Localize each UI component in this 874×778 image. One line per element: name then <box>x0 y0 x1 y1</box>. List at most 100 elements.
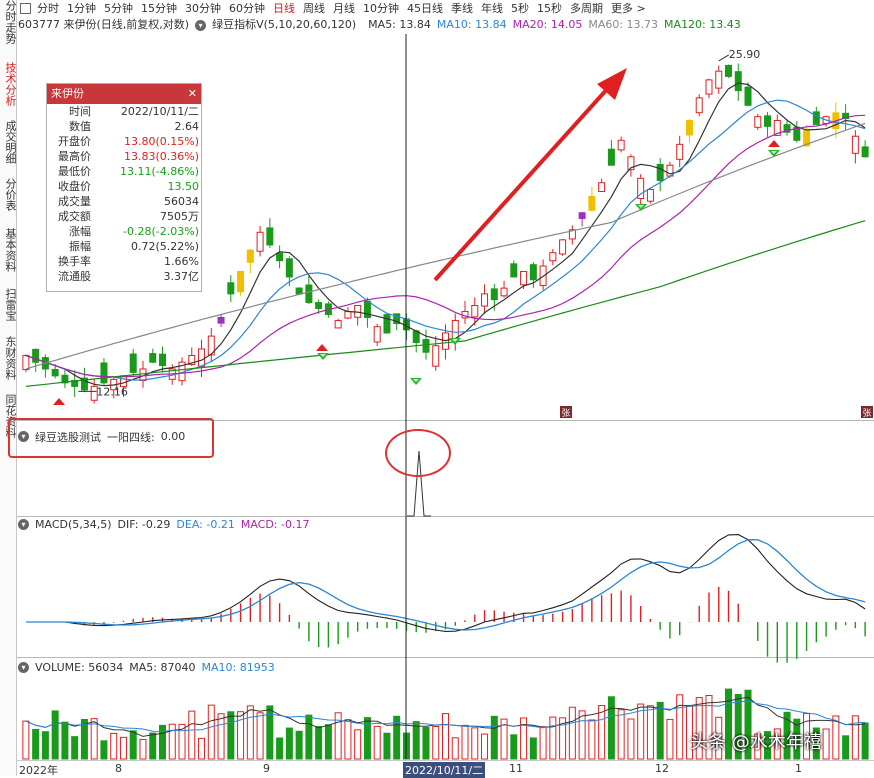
volume-bar <box>637 703 645 760</box>
period-tab[interactable]: 日线 <box>273 2 295 15</box>
ma120-line <box>25 220 866 387</box>
period-tab[interactable]: 10分钟 <box>363 2 399 15</box>
volume-bar <box>71 736 79 760</box>
signal-value: 0.00 <box>160 430 186 443</box>
buy-signal-icon <box>413 379 419 382</box>
macd-title: MACD(5,34,5) <box>35 518 112 531</box>
watermark: 头条 @水木年禧 <box>690 732 822 753</box>
period-tab[interactable]: 更多 > <box>611 2 646 15</box>
ma-label: MA20: 14.05 <box>512 17 583 31</box>
volume-bar <box>129 730 137 760</box>
candle-body <box>656 164 664 182</box>
info-row: 振幅 0.72(5.22%) <box>47 239 201 254</box>
candle-body <box>256 231 264 252</box>
info-key: 最高价 <box>58 150 91 163</box>
x-axis-label: 1 <box>795 762 802 775</box>
volume-bar <box>725 688 732 760</box>
left-nav-item[interactable]: 分价表 <box>4 178 17 211</box>
volume-bar <box>812 727 820 760</box>
highlight-box <box>8 418 214 458</box>
volume-bar <box>676 694 684 760</box>
candle-body <box>393 313 401 325</box>
close-icon[interactable]: ✕ <box>187 87 197 100</box>
left-nav-item[interactable]: 分时走势 <box>4 0 17 44</box>
info-key: 振幅 <box>69 240 91 253</box>
volume-dropdown-icon[interactable]: ▾ <box>18 662 29 673</box>
candle-body <box>842 112 850 120</box>
volume-bar <box>227 711 235 760</box>
trend-arrow-head <box>597 68 627 100</box>
volume-bar <box>246 705 254 760</box>
candle-body <box>149 353 157 363</box>
signal-dropdown-icon[interactable]: ▾ <box>18 431 29 442</box>
period-tab[interactable]: 分时 <box>37 2 59 15</box>
info-key: 数值 <box>69 120 91 133</box>
period-tab[interactable]: 多周期 <box>570 2 603 15</box>
x-axis: 2022年 8 9 2022/10/11/二 11 12 1 <box>17 760 874 778</box>
volume-bar <box>539 726 547 760</box>
period-tab[interactable]: 15分钟 <box>141 2 177 15</box>
candle-body <box>637 177 645 200</box>
candle-body <box>266 227 274 246</box>
candle-body <box>559 239 567 255</box>
period-tab[interactable]: 1分钟 <box>67 2 96 15</box>
volume-bar <box>471 727 479 760</box>
candle-body <box>705 79 713 95</box>
left-nav-item[interactable]: 技术分析 <box>4 62 17 106</box>
info-value: 13.11(-4.86%) <box>120 165 199 178</box>
sell-signal-icon <box>768 140 780 147</box>
candle-body <box>295 287 303 295</box>
buy-signal-icon <box>452 339 458 342</box>
volume-bar <box>832 715 840 760</box>
info-box-title-bar[interactable]: 来伊份 ✕ <box>47 84 201 104</box>
macd-panel-header: ▾ MACD(5,34,5) DIF: -0.29 DEA: -0.21 MAC… <box>18 517 315 532</box>
candle-body <box>500 287 508 297</box>
candle-body <box>481 293 489 307</box>
volume-ma10: MA10: 81953 <box>201 661 275 674</box>
candle-body <box>237 270 245 293</box>
candle-body <box>276 252 284 262</box>
volume-bar <box>237 711 245 760</box>
volume-bar <box>715 716 723 760</box>
period-tab[interactable]: 5分钟 <box>104 2 133 15</box>
candle-body <box>754 116 762 128</box>
period-tab[interactable]: 45日线 <box>407 2 443 15</box>
info-key: 流通股 <box>58 270 91 283</box>
candle-body <box>520 270 528 286</box>
x-axis-label: 2022年 <box>19 764 58 777</box>
volume-bar <box>324 724 332 760</box>
left-nav-item[interactable]: 东财资料 <box>4 336 17 380</box>
period-tab[interactable]: 月线 <box>333 2 355 15</box>
info-value: 7505万 <box>160 210 199 223</box>
ma-label: MA120: 13.43 <box>664 17 741 31</box>
left-nav-item[interactable]: 扫雷宝 <box>4 288 17 321</box>
candle-body <box>861 146 869 158</box>
high-price-label: 25.90 <box>729 48 761 61</box>
period-tab[interactable]: 年线 <box>481 2 503 15</box>
candle-body <box>129 353 137 373</box>
period-tab[interactable]: 季线 <box>451 2 473 15</box>
period-tab[interactable]: 15秒 <box>537 2 562 15</box>
macd-dropdown-icon[interactable]: ▾ <box>18 519 29 530</box>
candle-body <box>90 385 98 401</box>
period-tab[interactable]: 30分钟 <box>185 2 221 15</box>
indicator-dropdown-icon[interactable]: ▾ <box>195 20 207 31</box>
period-tab[interactable]: 周线 <box>303 2 325 15</box>
volume-bar <box>51 710 59 760</box>
left-nav-item[interactable]: 成交明细 <box>4 120 17 164</box>
info-row: 成交额 7505万 <box>47 209 201 224</box>
left-nav-item[interactable]: 同花资料 <box>4 394 17 438</box>
ma5-line <box>25 82 866 387</box>
signal-panel-header: ▾ 绿豆选股测试 一阳四线: 0.00 <box>18 429 191 444</box>
layout-toggle-icon[interactable] <box>20 2 31 14</box>
candle-body <box>725 64 732 77</box>
left-nav-item[interactable]: 基本资料 <box>4 228 17 272</box>
period-tab[interactable]: 5秒 <box>511 2 529 15</box>
indicator-name[interactable]: 绿豆指标V(5,10,20,60,120) <box>212 18 357 31</box>
quote-info-box[interactable]: 来伊份 ✕ 时间 2022/10/11/二 数值 2.64 开盘价 13.80(0.15%… <box>46 83 202 292</box>
volume-bar <box>90 718 98 760</box>
period-tab[interactable]: 60分钟 <box>229 2 265 15</box>
chart-area[interactable]: 25.90 12.16 张 张 <box>17 32 874 760</box>
candle-body <box>71 379 79 387</box>
candle-body <box>61 374 69 384</box>
